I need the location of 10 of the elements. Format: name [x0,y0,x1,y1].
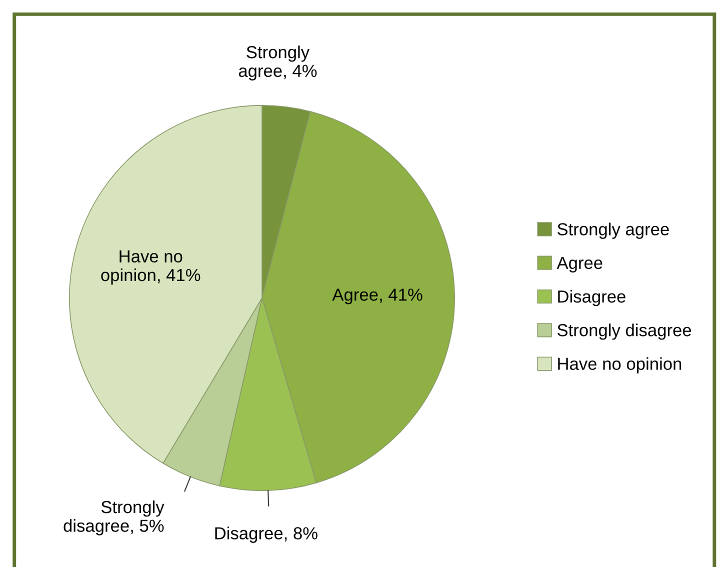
legend-label: Strongly disagree [558,324,692,340]
data-label: Disagree, 8% [215,526,318,543]
legend-label: Disagree [558,290,626,306]
legend-label: Agree [556,256,602,272]
data-label: Strongly agree, 4% [238,46,317,80]
data-label: Strongly disagree, 5% [64,500,164,536]
legend-label: Have no opinion [558,357,682,374]
legend-label: Strongly agree [558,222,669,239]
data-label: Have no opinion, 41% [101,250,200,285]
data-label: Agree, 41% [332,288,422,304]
